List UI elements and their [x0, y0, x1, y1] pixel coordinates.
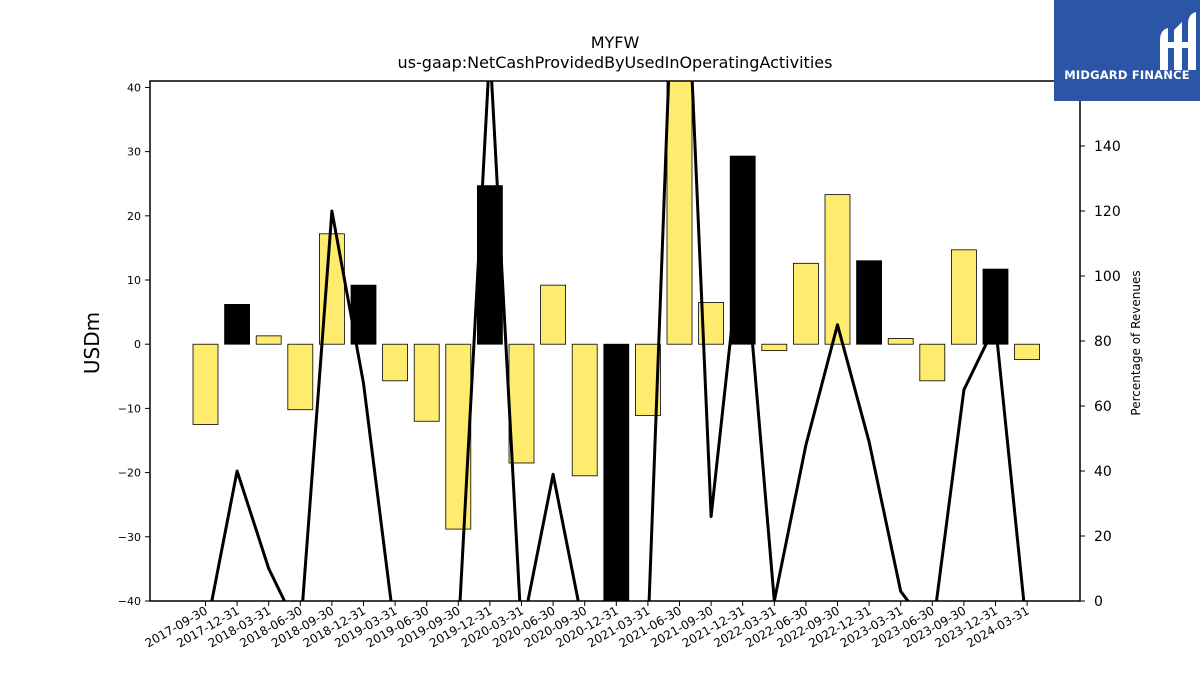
- y2-tick-label: 80: [1094, 334, 1112, 350]
- y2-tick-label: 40: [1094, 464, 1112, 480]
- y-tick-label: 30: [127, 146, 141, 159]
- bar-2022-06-30: [793, 262, 819, 345]
- bar-2018-03-31: [255, 335, 282, 345]
- y2-tick-label: 60: [1094, 399, 1112, 415]
- chart-title: MYFW: [591, 33, 640, 52]
- bar-2023-06-30: [919, 343, 946, 382]
- y2-axis-label: Percentage of Revenues: [1129, 270, 1143, 415]
- y2-tick-label: 140: [1094, 139, 1121, 155]
- y-axis-label: USDm: [80, 312, 104, 374]
- bar-2018-06-30: [287, 343, 314, 411]
- y2-tick-label: 100: [1094, 269, 1121, 285]
- y-tick-label: 40: [127, 81, 141, 94]
- bar-2020-03-31: [508, 343, 535, 464]
- y-tick-label: −30: [118, 531, 141, 544]
- bar-2021-06-30: [666, 81, 693, 345]
- midgard-finance-logo-icon: [1160, 12, 1196, 70]
- chart-subtitle: us-gaap:NetCashProvidedByUsedInOperating…: [398, 53, 833, 72]
- bar-2022-09-30: [824, 194, 851, 345]
- bar-2017-09-30: [192, 343, 219, 425]
- bar-2023-09-30: [951, 249, 977, 345]
- bar-2020-12-31: [603, 343, 630, 601]
- y-tick-label: −10: [118, 402, 141, 415]
- bar-2020-09-30: [571, 343, 598, 477]
- bar-series: [192, 81, 1040, 601]
- y2-tick-label: 120: [1094, 204, 1121, 220]
- percentage-line: [210, 81, 1026, 601]
- y-tick-label: 10: [127, 274, 141, 287]
- bar-2019-03-31: [382, 343, 409, 382]
- y2-tick-label: 0: [1094, 594, 1103, 610]
- y-tick-label: −20: [118, 467, 141, 480]
- y-tick-label: −40: [118, 595, 141, 608]
- y-tick-label: 20: [127, 210, 141, 223]
- bar-2022-12-31: [856, 260, 882, 345]
- y2-tick-label: 20: [1094, 529, 1112, 545]
- bar-2023-03-31: [887, 338, 914, 345]
- bar-2019-06-30: [413, 343, 440, 422]
- y-tick-label: 0: [134, 338, 141, 351]
- bar-2022-03-31: [761, 343, 788, 352]
- brand-logo: MIDGARD FINANCE: [1054, 0, 1200, 101]
- bar-2017-12-31: [224, 304, 251, 345]
- bar-2019-09-30: [445, 343, 472, 530]
- bar-2020-06-30: [540, 284, 566, 345]
- logo-text: MIDGARD FINANCE: [1064, 68, 1190, 82]
- line-series: [210, 81, 1026, 601]
- bar-2024-03-31: [1014, 343, 1040, 361]
